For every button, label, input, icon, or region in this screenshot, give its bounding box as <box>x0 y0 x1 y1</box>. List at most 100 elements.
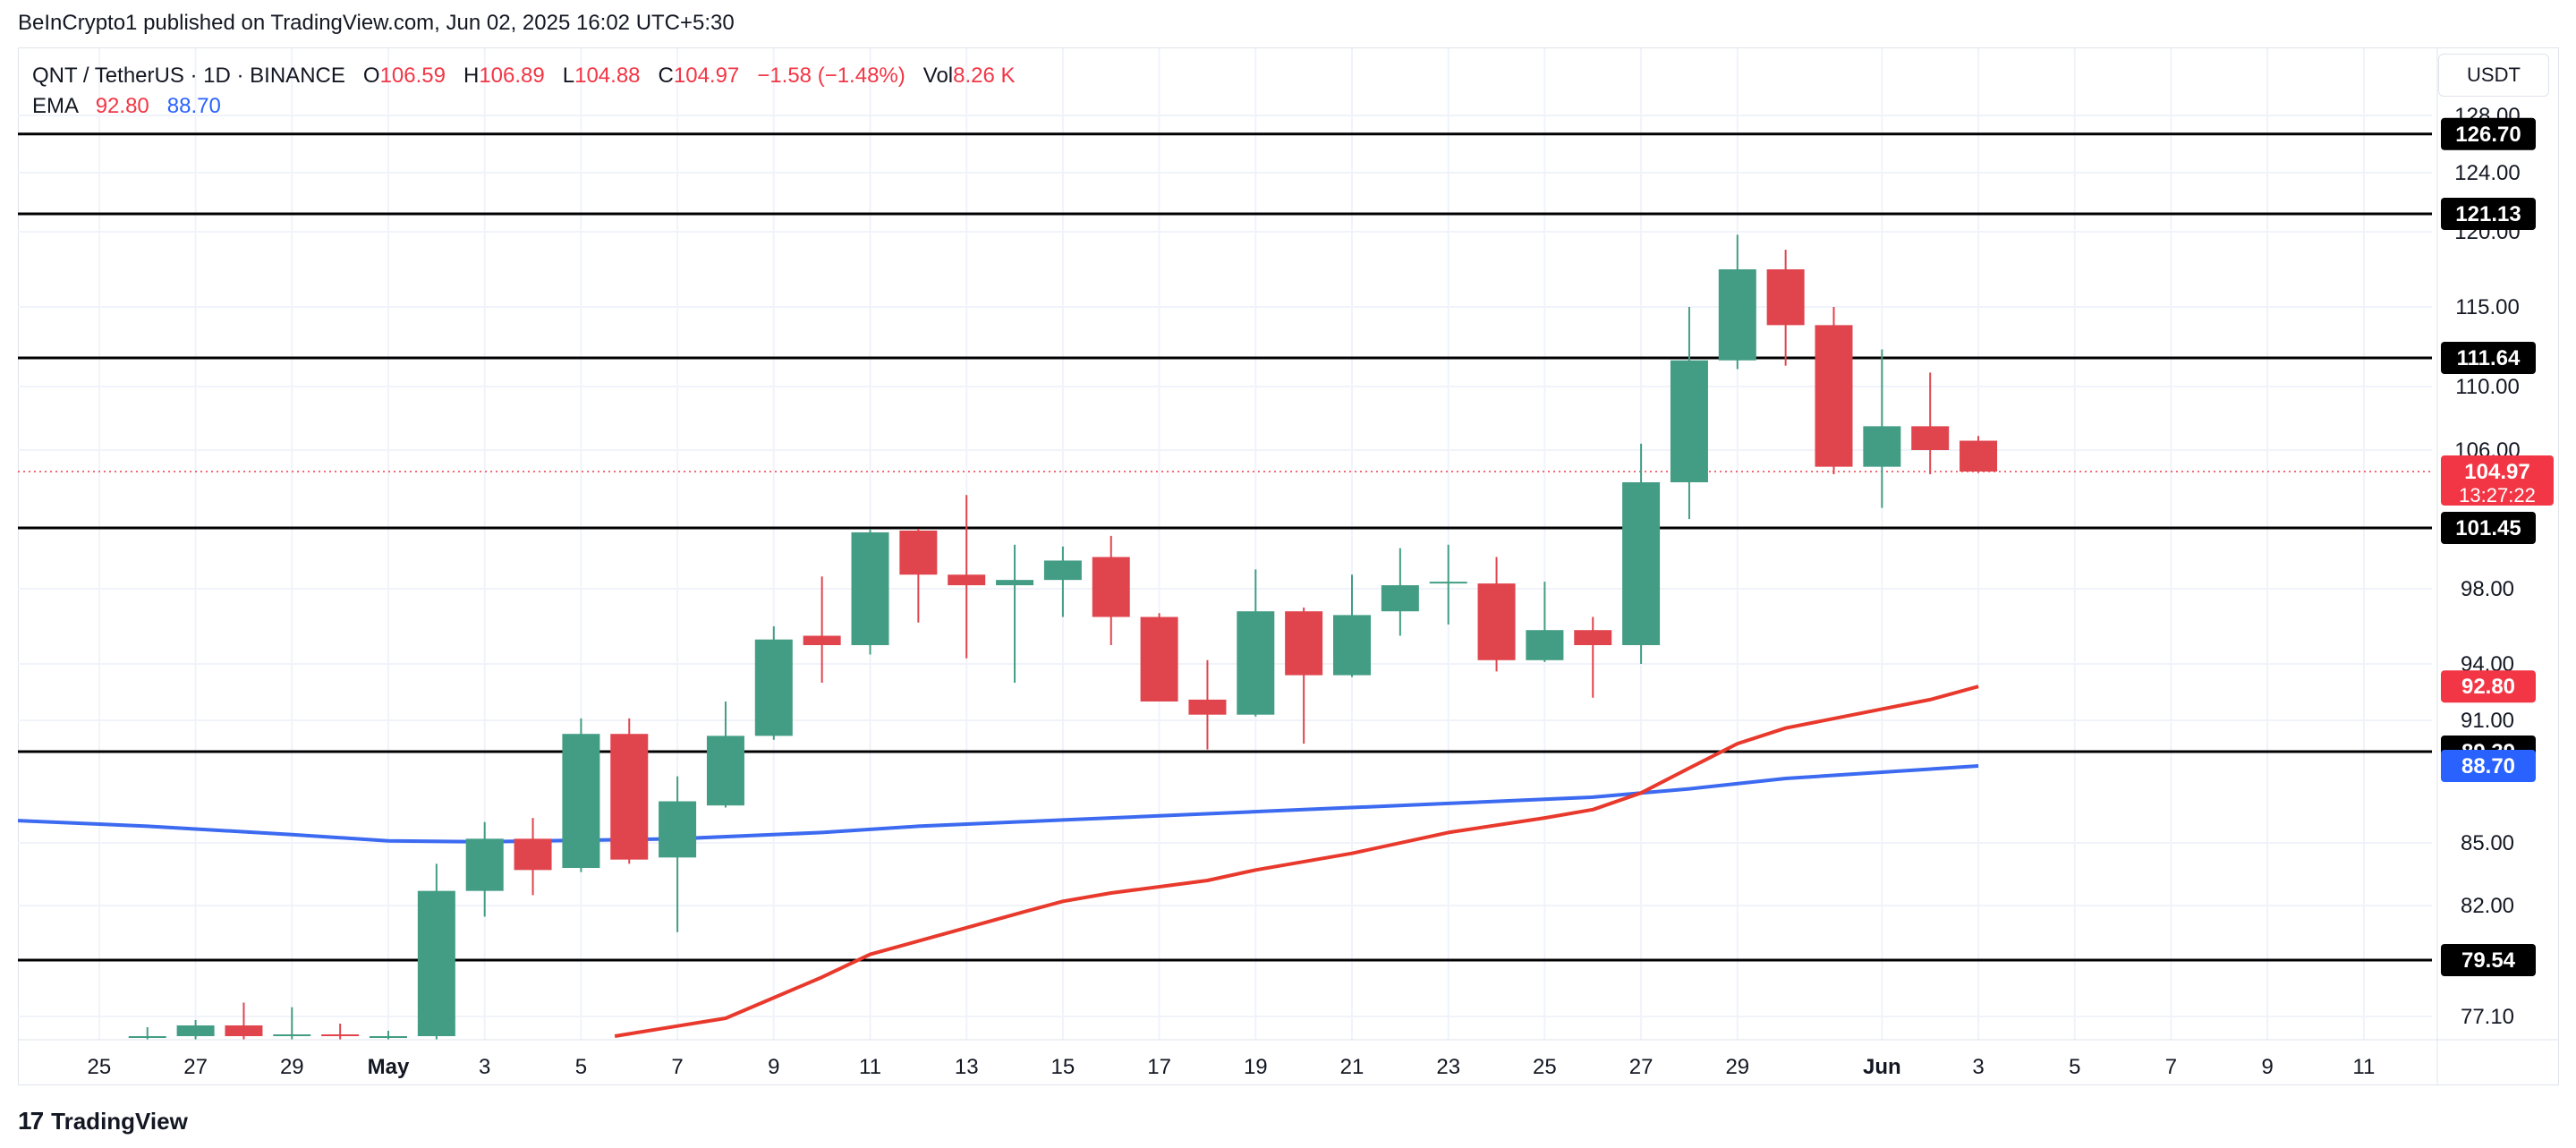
x-tick-label: 3 <box>479 1055 490 1079</box>
x-tick-label: 9 <box>2261 1055 2273 1079</box>
currency-selector[interactable]: USDT <box>2438 54 2549 97</box>
level-badge-text: 126.70 <box>2455 123 2521 147</box>
candle-body <box>176 1025 215 1036</box>
x-tick-label: May <box>368 1055 410 1079</box>
x-tick-label: 7 <box>671 1055 683 1079</box>
candle <box>562 718 600 872</box>
chart-frame[interactable] <box>18 47 2559 1085</box>
candle <box>465 821 504 917</box>
open-value: 106.59 <box>379 64 446 88</box>
candle-body <box>1237 611 1275 715</box>
candle <box>1477 557 1516 672</box>
candle-body <box>948 574 986 586</box>
candle <box>659 776 697 932</box>
x-tick-label: 15 <box>1051 1055 1075 1079</box>
publisher-line: BeInCrypto1 published on TradingView.com… <box>18 11 735 35</box>
ema-fast-badge: 92.80 <box>2441 670 2536 703</box>
x-tick-label: 17 <box>1147 1055 1171 1079</box>
level-badge-text: 101.45 <box>2455 516 2521 540</box>
y-tick-label: 98.00 <box>2461 577 2514 601</box>
x-tick-label: 11 <box>859 1055 881 1079</box>
ema-fast-badge-bg <box>2441 670 2536 703</box>
candle <box>1381 548 1419 636</box>
candle-body <box>659 801 697 858</box>
candle-body <box>370 1036 407 1038</box>
candle <box>128 1027 166 1040</box>
x-tick-label: 27 <box>1629 1055 1654 1079</box>
x-tick-label: 19 <box>1244 1055 1268 1079</box>
tradingview-brand[interactable]: 17 TradingView <box>18 1107 188 1135</box>
candle <box>1718 234 1756 370</box>
candle-body <box>1574 630 1612 645</box>
candle-body <box>1526 630 1564 660</box>
open-label: O <box>362 64 380 88</box>
tradingview-logo-icon: 17 <box>18 1107 44 1135</box>
legend-ema-row: EMA 92.80 88.70 <box>32 91 1016 122</box>
y-tick-label: 77.10 <box>2461 1005 2514 1029</box>
y-tick-label: 115.00 <box>2455 295 2520 319</box>
x-tick-label: 21 <box>1340 1055 1365 1079</box>
candle-body <box>1960 440 1998 472</box>
candle-body <box>610 734 649 860</box>
candle <box>1285 608 1323 744</box>
x-tick-label: 11 <box>2352 1055 2375 1079</box>
last-price-badge-bg <box>2441 455 2554 506</box>
candle <box>1911 372 1950 475</box>
candle <box>1140 613 1178 702</box>
ema-slow-line <box>18 764 1979 844</box>
candle-body <box>1863 426 1901 467</box>
candle-body <box>1429 582 1467 584</box>
candle <box>273 1007 311 1040</box>
plot-area <box>18 48 2432 1040</box>
candle-body <box>1381 585 1419 612</box>
candle-body <box>273 1034 311 1036</box>
y-tick-label: 82.00 <box>2461 894 2514 918</box>
candle <box>1766 250 1805 366</box>
x-tick-label: 5 <box>575 1055 587 1079</box>
candle-body <box>128 1036 166 1038</box>
x-tick-label: 25 <box>1533 1055 1557 1079</box>
candle <box>370 1031 407 1040</box>
candle-body <box>1092 557 1130 617</box>
level-badge: 101.45 <box>2441 512 2536 544</box>
candle-body <box>754 639 793 736</box>
y-tick-label: 124.00 <box>2454 161 2520 185</box>
candle <box>417 863 455 1040</box>
candle <box>803 576 841 683</box>
candle <box>1960 436 1998 473</box>
candle <box>1429 544 1467 625</box>
symbol-label[interactable]: QNT / TetherUS · 1D · BINANCE <box>32 64 345 88</box>
candle <box>1574 617 1612 698</box>
ema-label[interactable]: EMA <box>32 94 78 118</box>
candle-body <box>1622 481 1661 645</box>
candle-body <box>1188 699 1227 715</box>
candle-body <box>706 736 744 806</box>
candle-body <box>1477 583 1516 660</box>
candle-body <box>1043 560 1082 581</box>
y-tick-label: 91.00 <box>2461 709 2514 733</box>
candle <box>851 528 889 655</box>
level-badge-text: 79.54 <box>2461 948 2516 973</box>
volume-value: 8.26 K <box>953 64 1016 88</box>
x-tick-label: 3 <box>1972 1055 1984 1079</box>
high-value: 106.89 <box>479 64 545 88</box>
y-tick-label: 85.00 <box>2461 831 2514 855</box>
candle <box>321 1024 360 1040</box>
candle-body <box>562 734 600 868</box>
candle <box>1043 546 1082 617</box>
x-tick-label: 7 <box>2165 1055 2177 1079</box>
level-badge: 111.64 <box>2441 342 2536 374</box>
legend-ohlc-row: QNT / TetherUS · 1D · BINANCE O106.59 H1… <box>32 61 1016 91</box>
ema-fast-value: 92.80 <box>95 94 149 118</box>
ema-slow-badge-bg <box>2441 750 2536 783</box>
candle <box>1622 443 1661 664</box>
level-badge-bg <box>2441 342 2536 374</box>
volume-label: Vol <box>922 64 954 88</box>
level-badge-text: 121.13 <box>2455 202 2521 226</box>
level-badge-bg <box>2441 198 2536 230</box>
candle <box>1092 535 1130 645</box>
candle-body <box>1815 325 1853 467</box>
last-price-text: 104.97 <box>2464 460 2529 484</box>
